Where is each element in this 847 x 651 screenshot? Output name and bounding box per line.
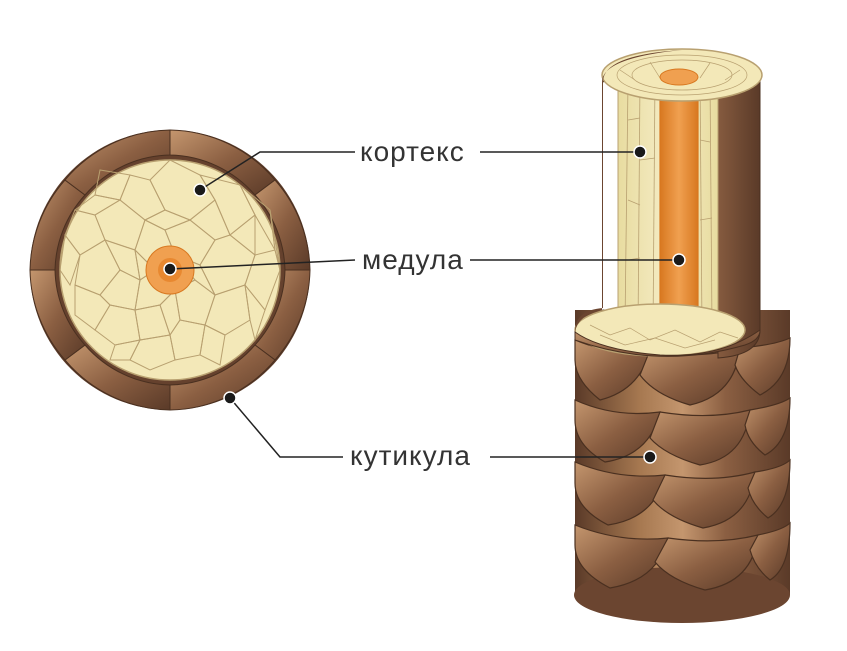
longitudinal-section xyxy=(574,49,790,623)
cuticle-cylinder xyxy=(574,310,790,623)
label-medulla: медула xyxy=(362,244,464,276)
diagram-container: кортекс медула кутикула xyxy=(0,0,847,651)
label-cuticle: кутикула xyxy=(350,440,471,472)
label-cortex: кортекс xyxy=(360,136,465,168)
diagram-svg xyxy=(0,0,847,651)
cutaway-section xyxy=(575,49,762,358)
